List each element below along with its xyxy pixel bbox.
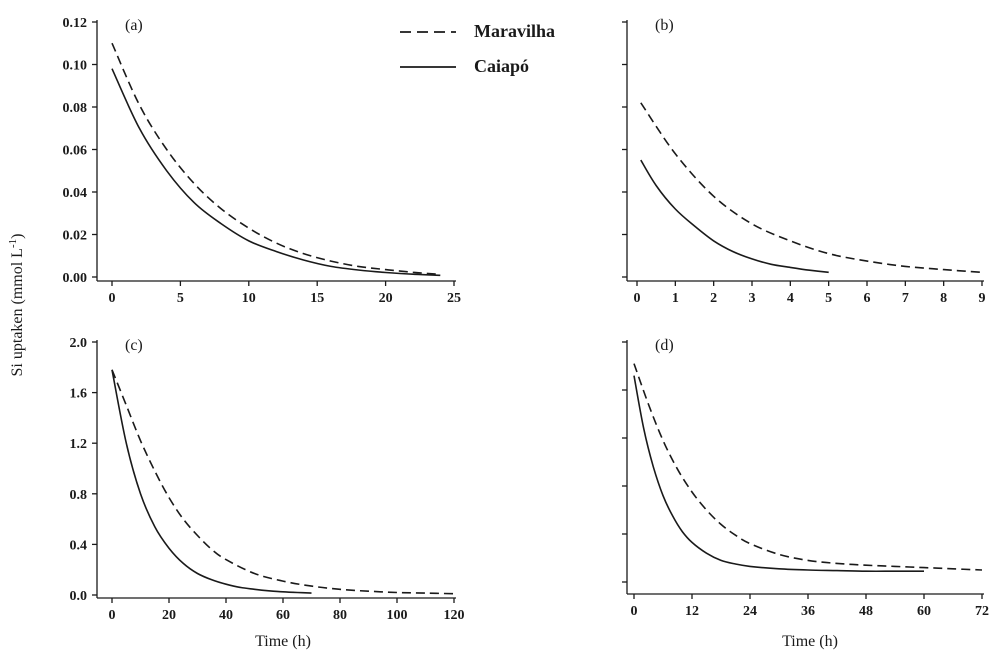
panel-label: (b): [655, 17, 674, 34]
series-line-caiapo: [640, 159, 829, 274]
x-tick-label: 0: [634, 291, 641, 306]
x-tick-label: 10: [242, 291, 256, 306]
x-tick-label: 0: [109, 608, 116, 623]
chart-panel-b: 0 1 2 3 4 5 6 7 8 9 (b): [622, 17, 986, 306]
y-tick-label: 0.0: [70, 589, 88, 604]
chart-panel-d: 0 12 24 36 48 60 72 (d): [622, 337, 989, 619]
x-tick-label: 0: [109, 291, 116, 306]
y-tick-label: 2.0: [70, 336, 88, 351]
x-tick-label: 8: [940, 291, 947, 306]
x-tick-label: 5: [177, 291, 184, 306]
x-tick-label: 36: [801, 604, 815, 619]
y-tick-label: 0.00: [63, 271, 88, 286]
x-tick-label: 72: [975, 604, 989, 619]
x-tick-label: 15: [310, 291, 324, 306]
x-tick-label: 48: [859, 604, 873, 619]
y-tick-label: 0.10: [63, 59, 88, 74]
panel-label: (d): [655, 337, 674, 354]
x-tick-label: 40: [219, 608, 233, 623]
series-line-maravilha: [640, 102, 983, 274]
chart-panel-c: 0.0 0.4 0.8 1.2 1.6 2.0 0 20 40 60 80 100 120 (c): [70, 336, 465, 623]
x-tick-label: 2: [710, 291, 717, 306]
x-tick-label: 1: [672, 291, 679, 306]
y-axis-label-close: ): [9, 234, 26, 239]
x-tick-label: 9: [979, 291, 986, 306]
x-tick-label: 7: [902, 291, 909, 306]
x-tick-label: 3: [749, 291, 756, 306]
y-tick-label: 0.4: [70, 538, 88, 553]
x-tick-label: 0: [631, 604, 638, 619]
x-tick-label: 20: [162, 608, 176, 623]
x-tick-label: 60: [276, 608, 290, 623]
y-tick-label: 1.6: [70, 387, 88, 402]
x-tick-label: 80: [333, 608, 347, 623]
x-tick-label: 12: [685, 604, 699, 619]
y-axis-label-main: Si uptaken (mmol L: [9, 248, 26, 376]
series-line-caiapo: [633, 375, 924, 573]
series-line-maravilha: [111, 369, 455, 595]
panel-label: (c): [125, 337, 143, 354]
x-tick-label: 60: [917, 604, 931, 619]
panels-group: 0.000.020.040.060.080.100.120 5 10 15 20 25(a…: [63, 16, 990, 623]
panel-label: (a): [125, 17, 143, 34]
y-tick-label: 0.08: [63, 101, 88, 116]
y-axis-label-superscript: -1: [7, 239, 19, 248]
y-tick-label: 0.8: [70, 488, 88, 503]
legend-label-maravilha: Maravilha: [474, 21, 555, 41]
x-tick-label: 6: [864, 291, 871, 306]
x-tick-label: 25: [447, 291, 461, 306]
x-tick-label: 20: [379, 291, 393, 306]
x-tick-label: 4: [787, 291, 794, 306]
x-tick-label: 5: [825, 291, 832, 306]
x-tick-label: 120: [444, 608, 465, 623]
x-tick-label: 100: [387, 608, 408, 623]
series-line-maravilha: [633, 363, 983, 571]
legend-label-caiapo: Caiapó: [474, 56, 529, 76]
y-tick-label: 0.06: [63, 144, 88, 159]
x-axis-label-right: Time (h): [782, 633, 838, 650]
legend: Maravilha Caiapó: [400, 21, 555, 76]
y-tick-label: 0.04: [63, 186, 88, 201]
y-tick-label: 0.02: [63, 229, 88, 244]
y-tick-label: 1.2: [70, 437, 88, 452]
x-axis-label-left: Time (h): [255, 633, 311, 650]
y-tick-label: 0.12: [63, 16, 88, 31]
series-line-caiapo: [111, 68, 441, 277]
series-line-caiapo: [111, 369, 312, 594]
x-tick-label: 24: [743, 604, 757, 619]
y-axis-label: Si uptaken (mmol L-1): [7, 234, 26, 377]
chart-panel-a: 0.00 0.02 0.04 0.06 0.08 0.10 0.12 0 5 10 15 20 25 (a…: [63, 16, 462, 306]
series-line-maravilha: [111, 42, 441, 276]
